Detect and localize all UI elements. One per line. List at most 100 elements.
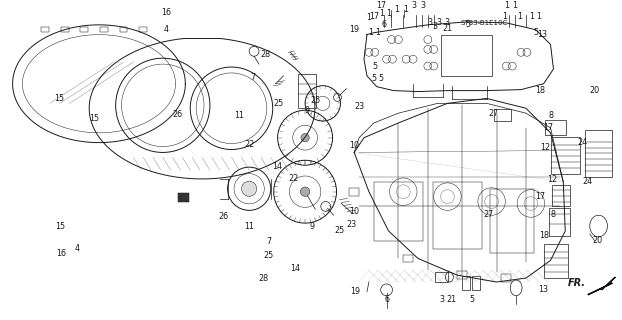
Bar bbox=[119, 27, 128, 32]
Text: 5: 5 bbox=[371, 74, 376, 83]
Text: 28: 28 bbox=[259, 274, 269, 283]
Text: 28: 28 bbox=[261, 50, 271, 59]
Text: 3: 3 bbox=[412, 1, 417, 10]
Text: 20: 20 bbox=[590, 86, 600, 95]
Bar bbox=[139, 27, 147, 32]
Text: 21: 21 bbox=[447, 295, 457, 304]
Text: 20: 20 bbox=[593, 236, 603, 245]
Text: 26: 26 bbox=[172, 110, 183, 119]
Bar bbox=[457, 271, 467, 279]
Text: 17: 17 bbox=[369, 12, 379, 21]
Text: 17: 17 bbox=[536, 192, 545, 201]
Circle shape bbox=[241, 181, 257, 196]
Text: 14: 14 bbox=[272, 162, 282, 171]
Text: 1: 1 bbox=[368, 28, 373, 37]
Text: 5: 5 bbox=[372, 61, 378, 70]
Text: ST83-B1E10C: ST83-B1E10C bbox=[460, 20, 508, 26]
Text: 16: 16 bbox=[56, 249, 66, 258]
Text: 16: 16 bbox=[160, 8, 170, 17]
Bar bbox=[585, 130, 612, 177]
Text: 3: 3 bbox=[444, 18, 449, 28]
Bar bbox=[374, 182, 423, 241]
Bar bbox=[549, 208, 570, 236]
Text: 19: 19 bbox=[350, 287, 360, 296]
Text: 1: 1 bbox=[518, 12, 522, 21]
Text: 27: 27 bbox=[488, 109, 499, 118]
Bar bbox=[433, 182, 482, 249]
Polygon shape bbox=[588, 277, 615, 295]
Text: 3: 3 bbox=[439, 295, 444, 304]
Bar bbox=[41, 27, 49, 32]
Text: 3: 3 bbox=[432, 22, 437, 31]
Text: 8: 8 bbox=[551, 210, 556, 219]
Text: 18: 18 bbox=[535, 86, 545, 95]
Text: 4: 4 bbox=[75, 244, 80, 253]
Text: 17: 17 bbox=[376, 1, 387, 10]
Text: 10: 10 bbox=[349, 207, 359, 216]
Text: 1: 1 bbox=[502, 12, 507, 21]
Text: 25: 25 bbox=[264, 251, 274, 260]
Bar bbox=[545, 120, 566, 135]
Text: 1: 1 bbox=[394, 4, 399, 14]
Text: 1: 1 bbox=[375, 28, 380, 37]
Text: 7: 7 bbox=[251, 73, 256, 82]
Text: 11: 11 bbox=[234, 111, 244, 120]
Bar bbox=[177, 193, 189, 202]
Text: 21: 21 bbox=[442, 24, 452, 33]
Text: 5: 5 bbox=[378, 74, 383, 83]
Text: 1: 1 bbox=[504, 1, 509, 10]
Text: 3: 3 bbox=[427, 18, 432, 28]
Text: 6: 6 bbox=[384, 295, 389, 304]
Text: 4: 4 bbox=[163, 25, 168, 34]
Text: 25: 25 bbox=[274, 99, 284, 108]
Text: 1: 1 bbox=[536, 12, 541, 21]
Text: 9: 9 bbox=[305, 106, 310, 115]
Text: 1: 1 bbox=[366, 13, 371, 22]
Text: 15: 15 bbox=[55, 221, 66, 230]
Bar bbox=[552, 185, 570, 206]
Text: 10: 10 bbox=[349, 141, 359, 150]
Bar bbox=[462, 276, 470, 290]
Text: 11: 11 bbox=[244, 221, 254, 230]
Text: 22: 22 bbox=[288, 174, 299, 183]
Text: 13: 13 bbox=[539, 285, 549, 294]
Text: 5: 5 bbox=[533, 28, 539, 37]
Text: 27: 27 bbox=[483, 210, 494, 219]
Text: 26: 26 bbox=[218, 212, 229, 221]
Bar bbox=[440, 35, 491, 76]
Text: 1: 1 bbox=[512, 1, 517, 10]
Bar bbox=[550, 137, 580, 174]
Text: 9: 9 bbox=[309, 221, 315, 230]
Text: 7: 7 bbox=[266, 237, 271, 246]
Text: 19: 19 bbox=[349, 25, 360, 34]
Bar bbox=[544, 244, 568, 278]
Text: 24: 24 bbox=[583, 177, 593, 186]
Text: 24: 24 bbox=[578, 138, 588, 147]
Text: 6: 6 bbox=[381, 20, 386, 29]
Bar bbox=[80, 27, 88, 32]
Bar bbox=[298, 74, 316, 108]
Text: 13: 13 bbox=[537, 30, 547, 39]
Bar bbox=[494, 109, 511, 121]
Text: 23: 23 bbox=[354, 102, 364, 111]
Bar bbox=[435, 272, 448, 282]
Text: 22: 22 bbox=[244, 140, 254, 149]
Text: 5: 5 bbox=[465, 20, 471, 29]
Text: 15: 15 bbox=[55, 94, 65, 103]
Text: 3: 3 bbox=[420, 1, 425, 10]
Bar bbox=[501, 274, 511, 282]
Text: 25: 25 bbox=[311, 96, 321, 105]
Text: FR.: FR. bbox=[568, 278, 586, 288]
Bar bbox=[490, 189, 534, 252]
Text: 1: 1 bbox=[379, 9, 384, 18]
Text: 1: 1 bbox=[402, 4, 408, 14]
Circle shape bbox=[300, 187, 310, 196]
Bar bbox=[472, 276, 480, 290]
Text: 15: 15 bbox=[89, 114, 99, 123]
Text: 1: 1 bbox=[529, 12, 534, 21]
Bar bbox=[403, 254, 413, 262]
Text: 23: 23 bbox=[346, 220, 356, 228]
Bar bbox=[61, 27, 68, 32]
Text: 17: 17 bbox=[544, 124, 554, 132]
Text: 12: 12 bbox=[547, 175, 557, 184]
